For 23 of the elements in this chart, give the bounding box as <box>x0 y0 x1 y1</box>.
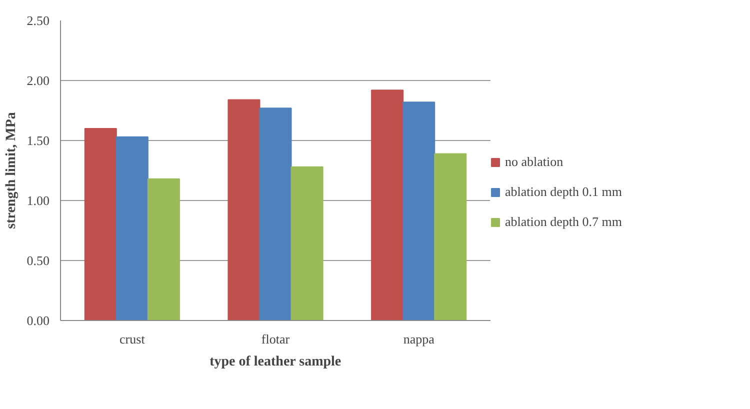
legend-label: ablation depth 0.1 mm <box>505 184 623 200</box>
bar <box>228 99 260 320</box>
y-tick-label: 2.50 <box>26 13 50 28</box>
bar <box>371 90 404 320</box>
legend-label: no ablation <box>505 154 564 170</box>
y-tick-label: 1.00 <box>26 193 50 208</box>
legend-label: ablation depth 0.7 mm <box>505 214 623 230</box>
y-tick-label: 0.50 <box>26 253 50 268</box>
bar <box>84 128 117 320</box>
x-axis-title: type of leather sample <box>210 354 342 370</box>
bar <box>402 102 436 320</box>
x-tick-label: crust <box>120 332 146 346</box>
x-tick-label: nappa <box>403 332 435 346</box>
bar <box>259 108 292 320</box>
x-tick-label: flotar <box>261 332 290 346</box>
bar <box>147 178 180 320</box>
y-tick-label: 0.00 <box>26 313 50 328</box>
bar <box>290 166 324 320</box>
bar <box>434 153 467 320</box>
y-axis-title: strength limit, MPa <box>4 112 19 229</box>
y-tick-label: 2.00 <box>26 73 50 88</box>
y-tick-label: 1.50 <box>26 133 50 148</box>
bar <box>116 136 148 320</box>
